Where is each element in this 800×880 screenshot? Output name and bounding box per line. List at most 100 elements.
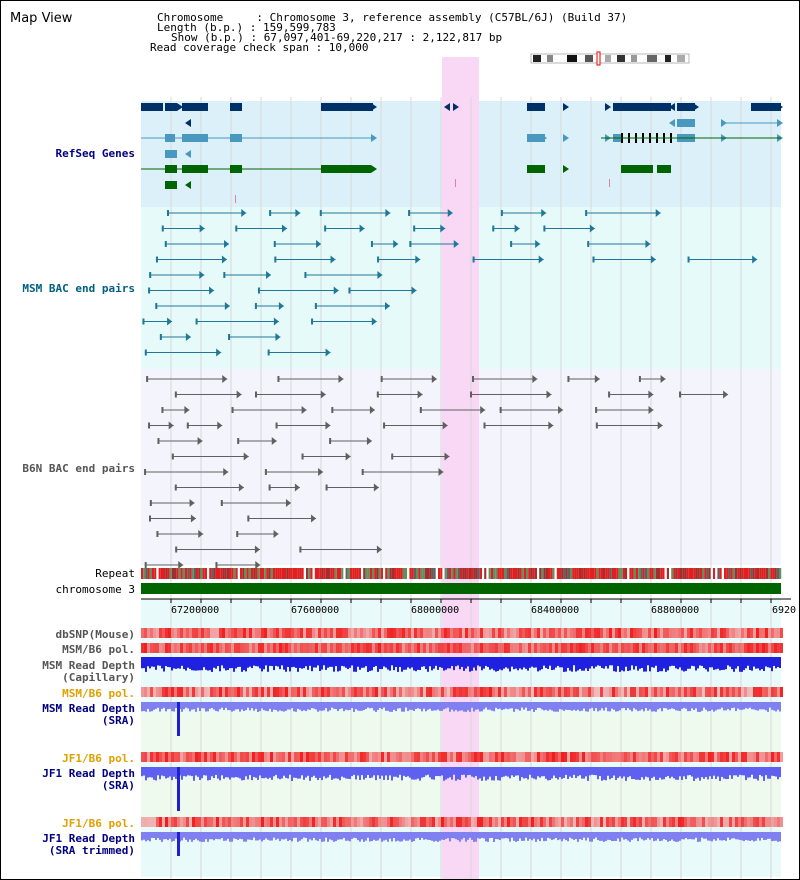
read-depth-bar — [337, 657, 339, 672]
read-depth-bar — [399, 767, 401, 775]
read-depth-bar — [735, 832, 737, 840]
read-depth-bar — [181, 702, 183, 712]
track-label-jf1-depth-trimmed[interactable]: JF1 Read Depth — [42, 832, 135, 845]
polymorphism-cell — [510, 628, 513, 638]
msm-bac-pair-end — [167, 317, 173, 326]
track-label-msm-depth-capillary[interactable]: MSM Read Depth — [42, 659, 135, 672]
polymorphism-cell — [264, 687, 267, 697]
polymorphism-cell — [189, 752, 192, 762]
read-depth-bar — [505, 702, 507, 709]
read-depth-bar — [175, 767, 177, 779]
read-depth-bar — [385, 832, 387, 840]
read-depth-bar — [359, 832, 361, 842]
polymorphism-cell — [150, 628, 153, 638]
polymorphism-cell — [396, 817, 399, 827]
track-label-msm-depth-sra[interactable]: MSM Read Depth — [42, 702, 135, 715]
read-depth-bar — [435, 657, 437, 666]
read-depth-bar — [477, 657, 479, 666]
read-depth-bar — [773, 832, 775, 841]
polymorphism-cell — [627, 752, 630, 762]
polymorphism-cell — [714, 817, 717, 827]
polymorphism-cell — [246, 628, 249, 638]
polymorphism-cell — [375, 628, 378, 638]
chromosome-bar — [141, 583, 781, 594]
msm-bac-pair-end — [330, 255, 336, 264]
repeat-segment — [372, 568, 375, 579]
read-depth-bar — [727, 657, 729, 666]
read-depth-bar — [531, 657, 533, 667]
track-label-refseq[interactable]: RefSeq Genes — [55, 147, 135, 160]
track-label-jf1-depth-sra[interactable]: JF1 Read Depth — [42, 767, 135, 780]
msm-bac-pair-end — [415, 255, 421, 264]
read-depth-bar — [567, 657, 569, 668]
polymorphism-cell — [549, 628, 552, 638]
read-depth-bar — [445, 702, 447, 709]
track-label-b6n-bac[interactable]: B6N BAC end pairs — [22, 462, 135, 475]
read-depth-bar — [441, 832, 443, 840]
polymorphism-cell — [276, 687, 279, 697]
read-depth-bar — [777, 702, 779, 710]
read-depth-bar — [475, 832, 477, 842]
track-label-repeat[interactable]: Repeat — [95, 567, 135, 580]
polymorphism-cell — [378, 687, 381, 697]
read-depth-bar — [239, 657, 241, 667]
read-depth-bar — [413, 767, 415, 780]
read-depth-bar — [675, 657, 677, 669]
polymorphism-cell — [777, 817, 780, 827]
read-depth-bar — [645, 657, 647, 672]
track-label-msm-b6-pol-2[interactable]: MSM/B6 pol. — [62, 687, 135, 700]
read-depth-bar — [773, 702, 775, 711]
read-depth-bar — [695, 767, 697, 779]
read-depth-bar — [435, 767, 437, 776]
polymorphism-cell — [732, 687, 735, 697]
track-label-jf1-b6-pol-2[interactable]: JF1/B6 pol. — [62, 817, 135, 830]
read-depth-bar — [209, 767, 211, 780]
polymorphism-cell — [594, 628, 597, 638]
read-depth-bar — [509, 702, 511, 709]
read-depth-bar — [161, 702, 163, 709]
read-depth-bar — [667, 702, 669, 710]
polymorphism-cell — [582, 687, 585, 697]
track-label-msm-bac[interactable]: MSM BAC end pairs — [22, 282, 135, 295]
polymorphism-cell — [291, 687, 294, 697]
gene-strand-arrow — [185, 181, 191, 189]
polymorphism-cell — [768, 817, 771, 827]
repeat-segment — [200, 568, 203, 579]
polymorphism-cell — [354, 628, 357, 638]
read-depth-bar — [395, 657, 397, 667]
read-depth-bar — [347, 702, 349, 711]
read-depth-bar — [175, 657, 177, 669]
polymorphism-cell — [447, 687, 450, 697]
read-depth-bar — [305, 832, 307, 838]
repeat-segment — [369, 568, 372, 579]
read-depth-bar — [381, 657, 383, 670]
read-depth-bar — [657, 657, 659, 672]
read-depth-bar — [753, 657, 755, 667]
track-label-jf1-b6-pol[interactable]: JF1/B6 pol. — [62, 752, 135, 765]
read-depth-bar — [207, 702, 209, 712]
read-depth-bar — [611, 832, 613, 842]
read-depth-bar — [371, 832, 373, 842]
b6n-bac-pair-end — [171, 453, 174, 460]
read-depth-bar — [599, 657, 601, 666]
read-depth-bar — [303, 832, 305, 838]
read-depth-bar — [621, 657, 623, 671]
polymorphism-cell — [297, 752, 300, 762]
track-label-msm-b6-pol[interactable]: MSM/B6 pol. — [62, 643, 135, 656]
polymorphism-cell — [288, 628, 291, 638]
polymorphism-cell — [666, 628, 669, 638]
polymorphism-cell — [390, 643, 393, 653]
read-depth-bar — [361, 657, 363, 668]
ideogram-band — [605, 55, 611, 62]
read-depth-bar — [429, 657, 431, 667]
read-depth-bar — [719, 702, 721, 710]
read-depth-bar — [153, 702, 155, 710]
read-depth-bar — [729, 657, 731, 667]
track-label-chromosome[interactable]: chromosome 3 — [55, 583, 135, 596]
read-depth-bar — [355, 767, 357, 780]
track-label-dbsnp[interactable]: dbSNP(Mouse) — [55, 628, 135, 641]
polymorphism-cell — [465, 643, 468, 653]
read-depth-bar — [253, 702, 255, 711]
polymorphism-cell — [579, 628, 582, 638]
